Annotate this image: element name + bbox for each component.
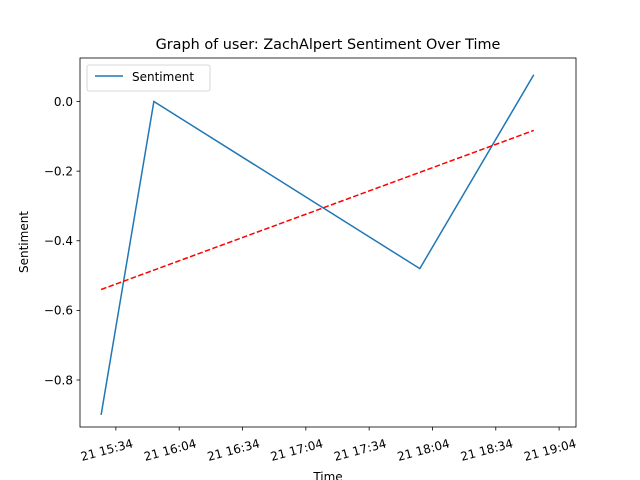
trend-line xyxy=(100,129,535,291)
y-axis-ticks: 0.0 −0.2 −0.4 −0.6 −0.8 xyxy=(44,95,80,387)
legend: Sentiment xyxy=(86,64,211,92)
series-line-sentiment xyxy=(100,74,535,415)
legend-label-sentiment: Sentiment xyxy=(132,70,194,84)
x-tick-label: 21 16:34 xyxy=(206,436,261,463)
y-tick-label: 0.0 xyxy=(54,95,73,109)
y-tick-label: −0.2 xyxy=(44,164,73,178)
y-tick-label: −0.6 xyxy=(44,304,73,318)
y-tick-label: −0.4 xyxy=(44,234,73,248)
x-tick-label: 21 18:34 xyxy=(459,436,514,463)
y-tick-label: −0.8 xyxy=(44,373,73,387)
x-tick-label: 21 17:34 xyxy=(332,436,387,463)
x-tick-label: 21 19:04 xyxy=(522,436,577,463)
x-tick-label: 21 17:04 xyxy=(269,436,324,463)
x-axis-ticks: 21 15:34 21 16:04 21 16:34 21 17:04 21 17:34… xyxy=(79,427,578,464)
legend-box xyxy=(86,64,211,92)
x-axis-label: Time xyxy=(312,470,342,480)
x-tick-label: 21 15:34 xyxy=(79,436,134,463)
plot-frame xyxy=(79,57,577,428)
y-axis-label: Sentiment xyxy=(17,211,31,273)
x-tick-label: 21 18:04 xyxy=(396,436,451,463)
series-layer xyxy=(100,74,535,415)
chart-title: Graph of user: ZachAlpert Sentiment Over… xyxy=(156,37,501,53)
x-tick-label: 21 16:04 xyxy=(142,436,197,463)
